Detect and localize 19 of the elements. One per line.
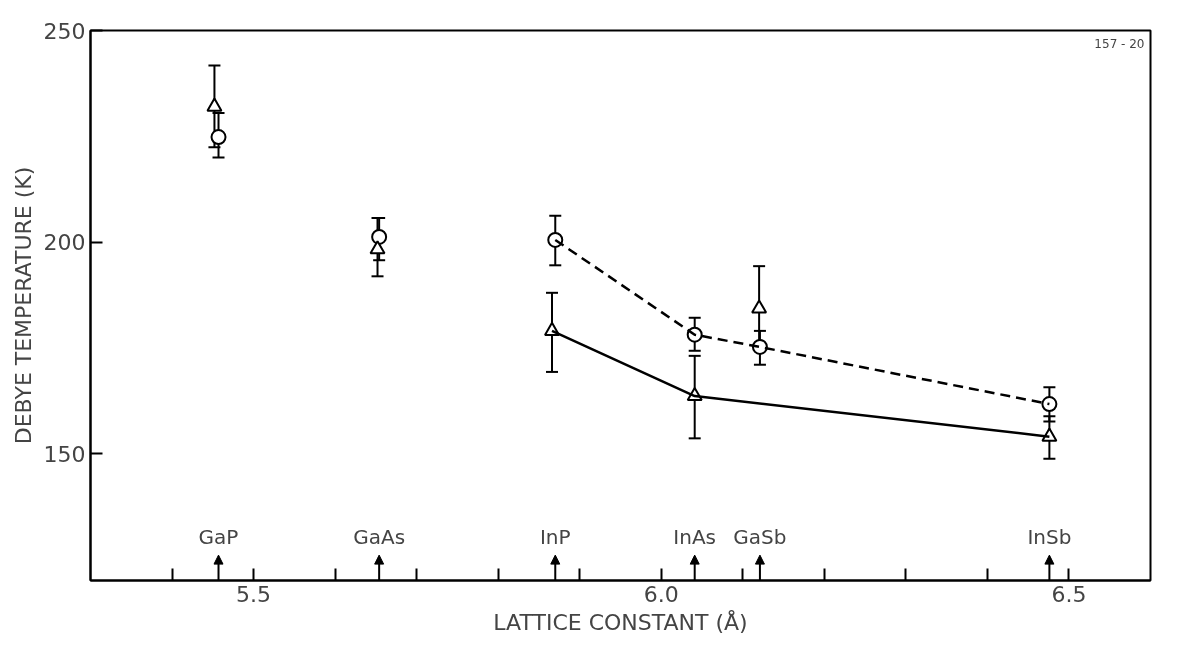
annotation: 157 - 20 [1094,36,1145,51]
y-tick-label: 150 [43,441,86,467]
x-tick-label: 6.5 [1051,581,1087,607]
point [751,299,768,314]
annotation: GaAs [353,525,406,550]
annotation: InP [539,525,571,550]
x-axis-title: LATTICE CONSTANT (Å) [493,608,748,635]
x-tick-label: 5.5 [236,581,272,607]
annotation: InSb [1027,525,1072,550]
annotation: InAs [673,525,717,550]
point [369,240,386,255]
annotation: GaP [198,525,239,550]
y-axis-title: DEBYE TEMPERATURE (K) [10,166,36,445]
annotation: GaSb [733,525,787,550]
point [371,228,388,245]
y-tick-label: 200 [43,230,86,256]
x-tick-label: 6.0 [643,581,679,607]
point [210,129,227,146]
y-tick-label: 250 [43,18,86,44]
